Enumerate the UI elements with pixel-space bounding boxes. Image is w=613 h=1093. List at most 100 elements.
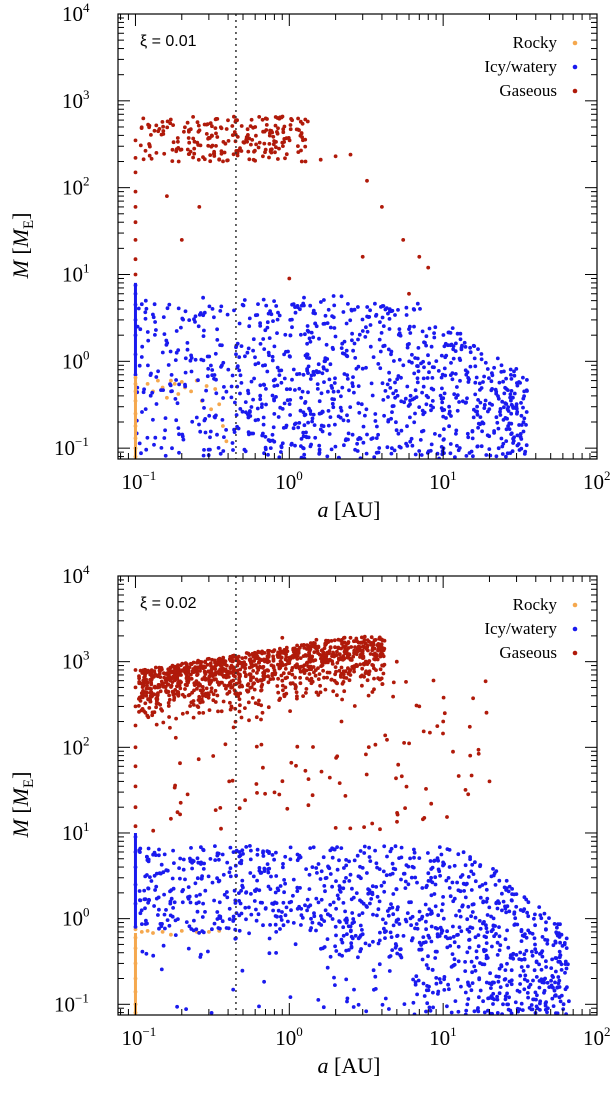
data-point [176, 917, 180, 921]
data-point [186, 897, 191, 901]
data-point [156, 673, 160, 678]
data-point [343, 909, 347, 914]
data-point [206, 669, 211, 674]
data-point [319, 917, 324, 921]
data-point [195, 856, 200, 861]
data-point [138, 143, 143, 148]
data-point [484, 899, 489, 904]
data-points [133, 114, 529, 459]
data-point [436, 867, 441, 872]
data-point [173, 358, 178, 362]
data-point [156, 378, 160, 383]
data-point [482, 934, 487, 939]
data-point [186, 136, 191, 140]
data-point [293, 310, 298, 315]
data-point [218, 309, 223, 313]
data-point [301, 664, 306, 669]
data-point [463, 990, 468, 995]
data-point [407, 359, 412, 364]
data-point [164, 908, 168, 912]
data-point [325, 912, 330, 917]
data-point [371, 968, 376, 973]
data-point [337, 652, 342, 657]
data-point [381, 671, 386, 676]
data-point [210, 373, 215, 378]
data-point [506, 405, 511, 409]
data-point [424, 927, 428, 932]
data-point [317, 399, 322, 404]
data-point [322, 298, 326, 302]
data-point [351, 348, 355, 353]
data-point [368, 901, 372, 906]
plot-frame [117, 575, 598, 1016]
data-point [389, 352, 393, 357]
data-point [323, 687, 328, 692]
data-point [470, 436, 475, 441]
data-point [257, 140, 262, 145]
data-point [479, 444, 484, 449]
data-point [428, 912, 433, 916]
data-point [349, 307, 354, 312]
data-point [329, 447, 334, 452]
data-point [144, 951, 149, 956]
data-point [219, 151, 224, 156]
x-tick-label: 10−1 [121, 468, 156, 494]
data-point [495, 994, 499, 999]
data-point [249, 142, 253, 147]
data-point [312, 670, 316, 675]
data-point [185, 347, 190, 352]
data-point [183, 309, 188, 314]
data-point [302, 452, 307, 457]
data-point [140, 681, 145, 686]
data-point [189, 662, 194, 667]
data-point [467, 929, 472, 934]
data-point [245, 127, 250, 132]
data-point [407, 900, 411, 905]
data-point [477, 919, 482, 923]
data-point [302, 413, 307, 418]
data-point [358, 849, 363, 853]
data-point [228, 866, 233, 871]
data-point [441, 719, 446, 724]
data-point [429, 939, 434, 944]
data-point [425, 376, 430, 380]
data-point [352, 669, 356, 674]
data-point [284, 425, 288, 430]
data-point [383, 389, 388, 393]
data-point [391, 923, 396, 928]
data-point [191, 928, 196, 933]
data-point [159, 666, 164, 670]
data-point [317, 672, 322, 676]
data-point [278, 696, 282, 701]
data-point [509, 411, 514, 416]
series-rocky [133, 927, 222, 1015]
data-point [478, 926, 483, 931]
data-point [451, 934, 456, 939]
data-point [512, 910, 517, 915]
data-point [426, 966, 431, 971]
data-point [359, 402, 364, 407]
data-point [338, 405, 343, 410]
data-point [348, 826, 353, 831]
data-point [453, 372, 458, 376]
data-point [377, 677, 382, 682]
data-point [176, 681, 181, 685]
data-point [190, 419, 195, 424]
data-point [219, 304, 224, 309]
data-point [208, 447, 212, 452]
data-point [435, 949, 439, 954]
data-point [451, 899, 456, 904]
data-point [428, 1008, 433, 1013]
data-point [245, 688, 249, 693]
data-point [553, 980, 557, 985]
data-point [392, 359, 396, 363]
data-point [225, 312, 230, 317]
data-point [164, 868, 169, 873]
data-point [357, 874, 362, 879]
data-point [428, 859, 433, 863]
data-point [422, 994, 427, 998]
data-point [179, 325, 183, 330]
data-point [344, 876, 348, 880]
data-point [279, 368, 284, 373]
data-point [367, 669, 372, 674]
